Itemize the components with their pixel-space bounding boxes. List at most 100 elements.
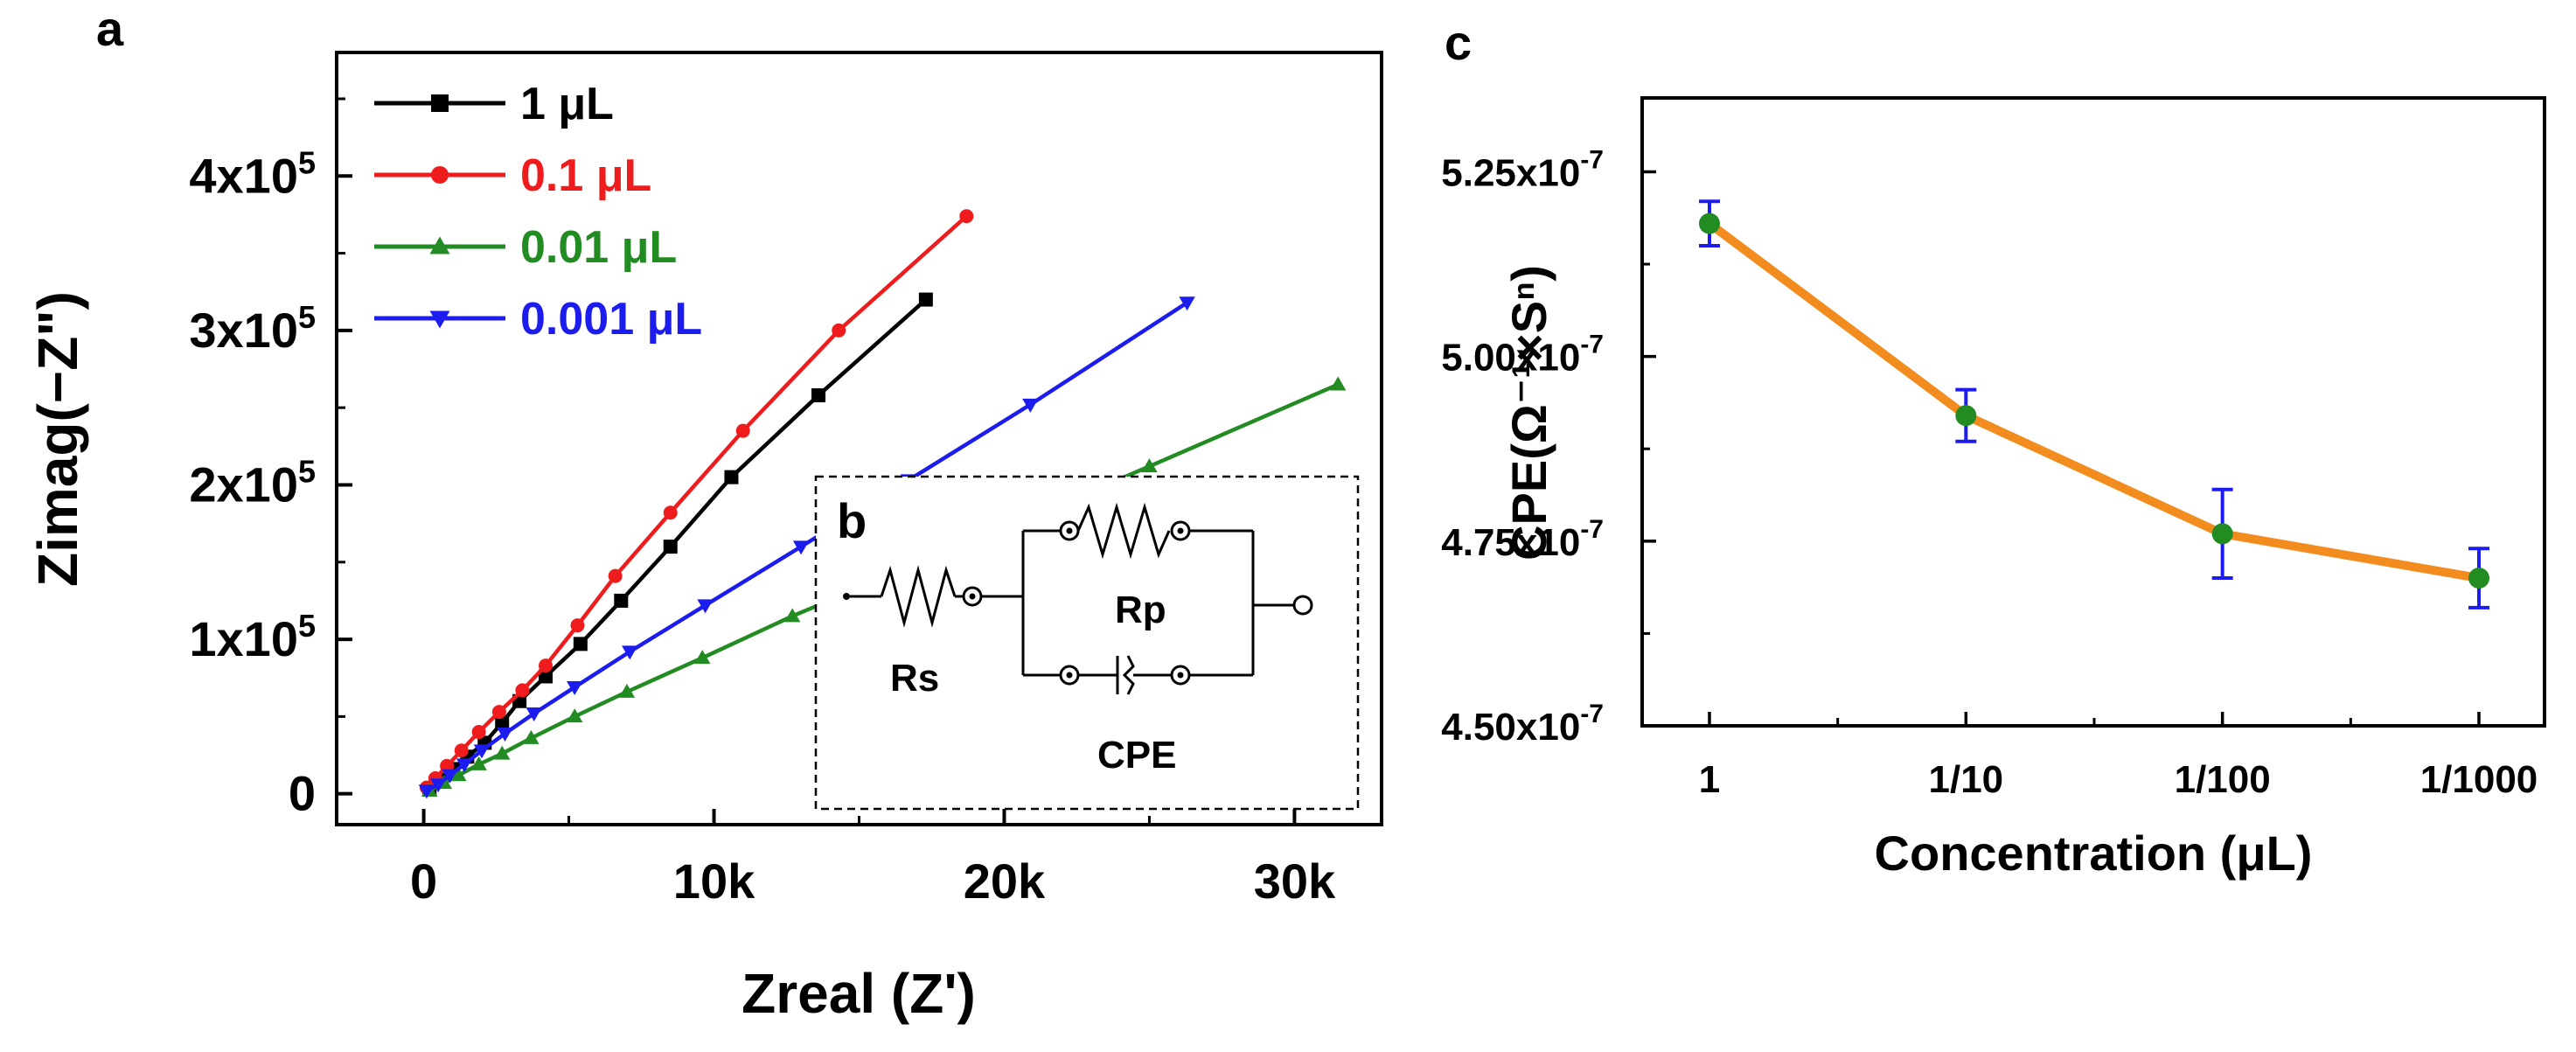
a-legend-label-3: 0.001 μL (520, 294, 702, 345)
a-point-1-7 (539, 658, 553, 673)
rs-label: Rs (890, 657, 939, 700)
a-point-2-4 (494, 745, 511, 760)
panel-a-x-axis-title: Zreal (Z') (741, 962, 976, 1025)
c-y-tick-base-3: 5.25x10 (1441, 151, 1580, 194)
a-point-0-13 (918, 292, 933, 307)
a-point-2-12 (1141, 458, 1158, 473)
c-point-2 (2211, 523, 2233, 545)
c-point-0 (1699, 212, 1720, 234)
a-point-2-9 (783, 608, 801, 623)
a-point-0-8 (573, 637, 588, 651)
a-point-3-8 (622, 645, 638, 660)
a-legend-label-0: 1 μL (520, 79, 614, 129)
c-x-tick-label-0: 1 (1699, 758, 1720, 801)
a-y-tick-base-0: 0 (289, 766, 316, 821)
panel-b-letter: b (837, 493, 867, 548)
a-point-1-10 (663, 505, 678, 520)
a-y-tick-exp-2: 5 (298, 453, 316, 489)
a-point-1-8 (570, 618, 585, 633)
a-y-tick-label-4: 4x105 (189, 144, 316, 203)
a-x-tick-label-2: 20k (964, 853, 1046, 909)
a-point-1-6 (515, 683, 530, 698)
c-y-tick-exp-3: -7 (1580, 145, 1604, 174)
terminal-right (1292, 595, 1313, 616)
a-point-3-10 (792, 540, 810, 555)
c-point-1 (1955, 405, 1977, 427)
a-x-tick-label-1: 10k (673, 853, 755, 909)
a-point-1-4 (471, 725, 486, 740)
a-point-1-5 (491, 705, 506, 720)
c-point-3 (2468, 568, 2489, 589)
a-legend-label-2: 0.01 μL (520, 222, 677, 273)
c-y-tick-base-1: 4.75x10 (1441, 521, 1580, 564)
inset-b-circuit: b Rs Rp CPE (814, 475, 1360, 811)
a-point-3-5 (497, 728, 513, 742)
a-point-1-3 (454, 743, 469, 758)
node-cpe-right-dot (1177, 672, 1184, 679)
a-y-tick-label-0: 0 (289, 766, 316, 821)
panel-a-legend: 1 μL 0.1 μL 0.01 μL 0.001 μL (374, 79, 702, 345)
a-y-tick-exp-1: 5 (298, 608, 316, 644)
c-y-tick-label-2: 5.00x10-7 (1441, 331, 1604, 380)
c-series-line (1707, 219, 2480, 582)
a-point-3-12 (1022, 398, 1039, 413)
a-point-3-3 (456, 758, 473, 773)
a-point-3-13 (1179, 296, 1195, 311)
panel-c-y-axis-title-text: CPE(Ω⁻¹×Sⁿ) (1501, 265, 1556, 561)
a-legend-label-1: 0.1 μL (520, 150, 651, 201)
panel-c-x-axis-title: Concentration (μL) (1875, 826, 2313, 881)
a-x-tick-label-3: 30k (1254, 853, 1336, 909)
c-y-tick-exp-2: -7 (1580, 331, 1604, 359)
a-legend-marker-3 (429, 310, 450, 329)
panel-c-plot-frame (1640, 96, 2546, 728)
panel-a-y-axis-title: Zimag(−Z") (26, 291, 89, 587)
panel-a-x-axis: 0 10k 20k 30k (410, 809, 1336, 909)
a-point-3-4 (473, 744, 491, 759)
rs-resistor (880, 565, 957, 628)
a-point-2-5 (523, 729, 540, 744)
c-y-tick-exp-0: -7 (1580, 700, 1604, 728)
c-x-tick-label-1: 1/10 (1929, 758, 2004, 801)
a-point-2-8 (694, 650, 711, 665)
a-y-tick-base-2: 2x10 (189, 456, 298, 512)
cpe-element-symbol (1122, 655, 1135, 695)
c-y-tick-base-2: 5.00x10 (1441, 337, 1580, 380)
rp-label: Rp (1115, 589, 1166, 631)
a-x-tick-label-0: 0 (410, 853, 437, 909)
a-point-0-12 (811, 388, 826, 403)
a-legend-marker-1 (431, 166, 449, 184)
node-rp-left-dot (1066, 527, 1073, 534)
panel-c-y-axis-title: CPE(Ω⁻¹×Sⁿ) (1501, 265, 1556, 561)
a-point-1-9 (608, 568, 623, 583)
c-y-tick-base-0: 4.50x10 (1441, 706, 1580, 749)
a-point-3-7 (566, 681, 583, 696)
a-y-tick-exp-3: 5 (298, 299, 316, 335)
c-x-tick-label-3: 1/1000 (2420, 758, 2538, 801)
c-y-tick-exp-1: -7 (1580, 515, 1604, 544)
a-point-3-6 (526, 707, 542, 722)
a-y-tick-label-1: 1x105 (189, 608, 316, 666)
a-point-2-3 (470, 756, 487, 770)
a-point-3-0 (418, 784, 435, 799)
a-point-2-13 (1330, 376, 1347, 391)
node-rp-right-dot (1177, 527, 1184, 534)
a-point-2-7 (618, 683, 636, 698)
a-point-1-12 (832, 323, 846, 338)
a-y-tick-base-3: 3x10 (189, 303, 298, 358)
a-point-0-7 (539, 669, 553, 684)
a-y-tick-base-1: 1x10 (189, 611, 298, 666)
a-y-tick-label-3: 3x105 (189, 299, 316, 358)
node-cpe-left-dot (1066, 672, 1073, 679)
a-point-2-2 (450, 767, 467, 782)
a-point-0-9 (614, 593, 629, 608)
a-point-0-10 (663, 540, 678, 554)
cpe-label: CPE (1097, 734, 1176, 777)
a-legend-marker-2 (429, 236, 450, 254)
a-point-3-9 (697, 599, 714, 614)
panel-c-y-axis: 4.50x10-74.75x10-75.00x10-75.25x10-7 (1441, 145, 1656, 749)
a-y-tick-base-4: 4x10 (189, 148, 298, 203)
a-point-0-5 (495, 715, 510, 730)
panel-c-letter: c (1445, 15, 1472, 70)
